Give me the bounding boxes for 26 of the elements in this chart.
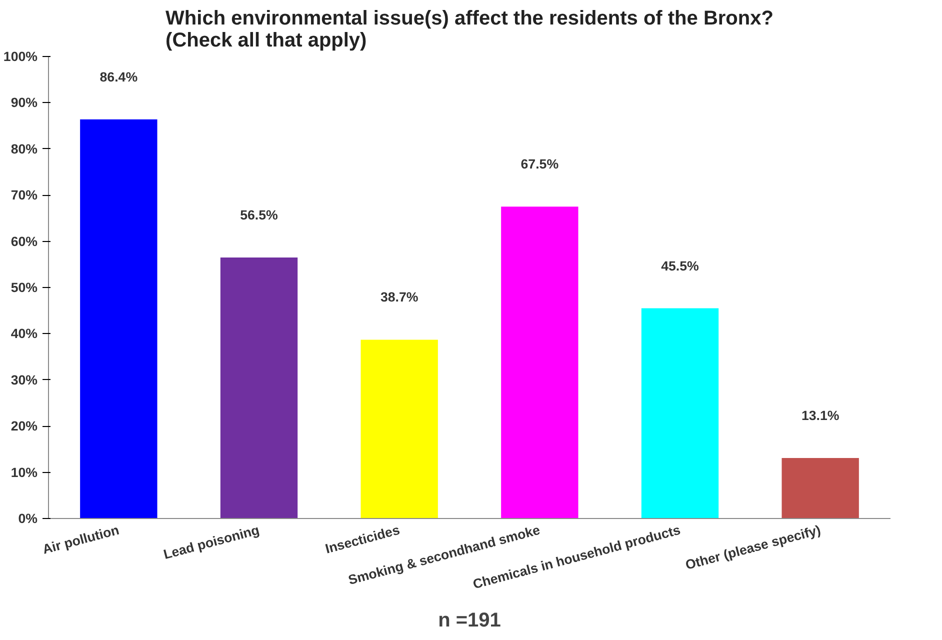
- y-tick-label: 40%: [10, 326, 38, 342]
- bar: [641, 308, 719, 518]
- y-tick-label: 70%: [10, 188, 38, 203]
- y-tick-label: 100%: [3, 49, 38, 64]
- bar: [360, 340, 438, 518]
- data-label: 45.5%: [661, 258, 700, 274]
- bar: [501, 206, 578, 518]
- y-tick-label: 90%: [10, 95, 38, 110]
- data-label: 67.5%: [520, 156, 559, 172]
- text: n =191: [438, 610, 501, 632]
- y-tick-label: 30%: [10, 372, 38, 388]
- bar: [220, 257, 298, 518]
- y-tick-label: 20%: [10, 418, 38, 434]
- chart-title: Which environmental issue(s) affect the residents of the Bronx? (Check all that apply): [166, 8, 774, 52]
- y-tick-label: 10%: [10, 464, 38, 480]
- data-label: 13.1%: [801, 408, 840, 423]
- data-label: 56.5%: [240, 207, 278, 222]
- x-tick-label: Other (please specify): [684, 522, 822, 573]
- y-tick-label: 50%: [10, 280, 38, 295]
- y-tick-label: 80%: [10, 141, 38, 156]
- bar: [80, 119, 158, 518]
- data-label: 38.7%: [380, 290, 418, 305]
- bar: [782, 458, 859, 518]
- data-label: 86.4%: [100, 69, 138, 84]
- y-tick-label: 0%: [18, 511, 38, 526]
- y-tick-label: 60%: [10, 234, 38, 249]
